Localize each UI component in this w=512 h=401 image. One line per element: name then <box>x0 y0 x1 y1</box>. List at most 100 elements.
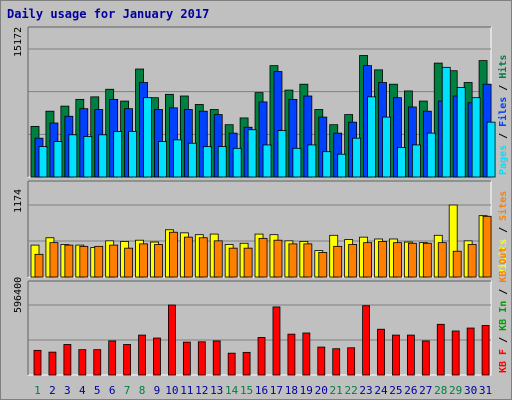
bar-sites-day-7 <box>124 247 134 278</box>
day-label-24: 24 <box>374 384 388 397</box>
bar-pages-day-19 <box>307 144 317 178</box>
bar-sites-day-3 <box>64 244 74 278</box>
bar-pages-day-30 <box>471 97 481 178</box>
day-label-11: 11 <box>180 384 193 397</box>
bar-pages-day-18 <box>292 147 302 178</box>
day-label-4: 4 <box>79 384 86 397</box>
bar-kb-f-day-8 <box>138 334 146 376</box>
bar-kb-f-day-20 <box>317 346 326 376</box>
bar-pages-day-12 <box>202 146 212 178</box>
bar-sites-day-22 <box>348 244 358 278</box>
bar-pages-day-28 <box>441 66 451 178</box>
bar-pages-day-9 <box>158 141 167 178</box>
bar-kb-f-day-26 <box>406 334 415 376</box>
bar-sites-day-31 <box>482 215 492 278</box>
bar-pages-day-21 <box>337 153 347 178</box>
bar-kb-f-day-22 <box>347 347 356 376</box>
bar-pages-day-29 <box>456 87 466 178</box>
bar-sites-day-16 <box>258 237 268 278</box>
day-label-16: 16 <box>255 384 268 397</box>
legend-files: Files <box>497 97 509 127</box>
chart-title: Daily usage for January 2017 <box>7 7 209 21</box>
day-label-18: 18 <box>285 384 298 397</box>
bar-sites-day-26 <box>407 242 417 278</box>
axis-legend-label: KB F / KB In / KB Out <box>498 247 509 373</box>
legend-kb-in: KB In <box>498 301 509 331</box>
bar-sites-day-1 <box>34 253 44 278</box>
legend-kb-f: KB F <box>498 349 509 373</box>
bar-sites-day-29 <box>452 250 462 278</box>
legend-sites: Sites <box>497 191 509 221</box>
bar-kb-f-day-24 <box>377 328 385 376</box>
bar-kb-f-day-31 <box>481 325 490 376</box>
axis-legend-label: Visits / Sites <box>497 191 509 275</box>
day-label-3: 3 <box>64 384 71 397</box>
bar-kb-f-day-29 <box>451 330 460 376</box>
bar-kb-f-day-15 <box>242 351 251 376</box>
bar-pages-day-13 <box>217 146 227 178</box>
bar-pages-day-24 <box>382 116 391 178</box>
day-label-31: 31 <box>479 384 492 397</box>
day-label-30: 30 <box>464 384 477 397</box>
legend-visits: Visits <box>497 239 509 275</box>
bar-sites-day-25 <box>393 242 402 278</box>
legend-kb-out: KB Out <box>498 247 509 283</box>
day-label-7: 7 <box>124 384 131 397</box>
bar-pages-day-8 <box>143 97 152 178</box>
bar-kb-f-day-28 <box>436 323 445 376</box>
day-label-15: 15 <box>240 384 253 397</box>
bar-sites-day-6 <box>109 244 119 278</box>
bar-kb-f-day-25 <box>392 334 400 376</box>
bar-kb-f-day-10 <box>168 304 176 376</box>
legend-separator: / <box>498 221 509 239</box>
bar-pages-day-5 <box>98 134 108 178</box>
bar-pages-day-26 <box>411 144 421 178</box>
bar-sites-day-30 <box>467 244 477 278</box>
bar-pages-day-22 <box>352 137 362 178</box>
bar-sites-day-12 <box>198 237 208 278</box>
bar-kb-f-day-23 <box>362 305 370 376</box>
day-label-10: 10 <box>165 384 178 397</box>
bar-pages-day-16 <box>262 144 272 178</box>
bar-sites-day-2 <box>49 242 59 278</box>
day-label-12: 12 <box>195 384 208 397</box>
bar-sites-day-27 <box>422 242 432 278</box>
legend-pages: Pages <box>498 145 509 175</box>
bar-kb-f-day-7 <box>123 344 132 376</box>
day-label-17: 17 <box>270 384 283 397</box>
bar-pages-day-10 <box>173 139 182 178</box>
day-label-2: 2 <box>49 384 56 397</box>
legend-hits: Hits <box>497 55 509 79</box>
legend-separator: / <box>498 127 509 145</box>
bar-sites-day-19 <box>303 243 313 278</box>
legend-separator: / <box>498 79 509 97</box>
bar-kb-f-day-14 <box>227 352 236 376</box>
bar-sites-day-5 <box>94 245 104 278</box>
bar-sites-day-8 <box>139 243 148 278</box>
bar-sites-day-15 <box>243 247 253 278</box>
bar-sites-day-14 <box>228 247 238 278</box>
bar-pages-day-14 <box>232 147 242 178</box>
day-label-8: 8 <box>139 384 146 397</box>
panel-2: 1174 Visits / Sites <box>13 180 509 278</box>
bar-pages-day-15 <box>247 129 257 178</box>
bar-sites-day-28 <box>437 242 447 278</box>
bar-pages-day-3 <box>68 134 78 178</box>
max-value-label: 596400 <box>13 277 24 313</box>
bar-pages-day-4 <box>83 136 93 178</box>
bar-pages-day-17 <box>277 130 287 178</box>
bar-kb-f-day-27 <box>421 340 430 376</box>
day-label-13: 13 <box>210 384 223 397</box>
bar-pages-day-7 <box>128 131 138 178</box>
day-label-26: 26 <box>404 384 417 397</box>
axis-legend-label: Pages / Files / Hits <box>497 55 509 175</box>
bar-kb-f-day-11 <box>182 341 191 376</box>
bar-kb-f-day-21 <box>332 348 341 376</box>
bar-kb-f-day-12 <box>197 341 206 376</box>
day-label-27: 27 <box>419 384 432 397</box>
day-label-19: 19 <box>300 384 313 397</box>
bar-kb-f-day-5 <box>93 349 102 376</box>
bar-kb-f-day-13 <box>212 340 221 376</box>
